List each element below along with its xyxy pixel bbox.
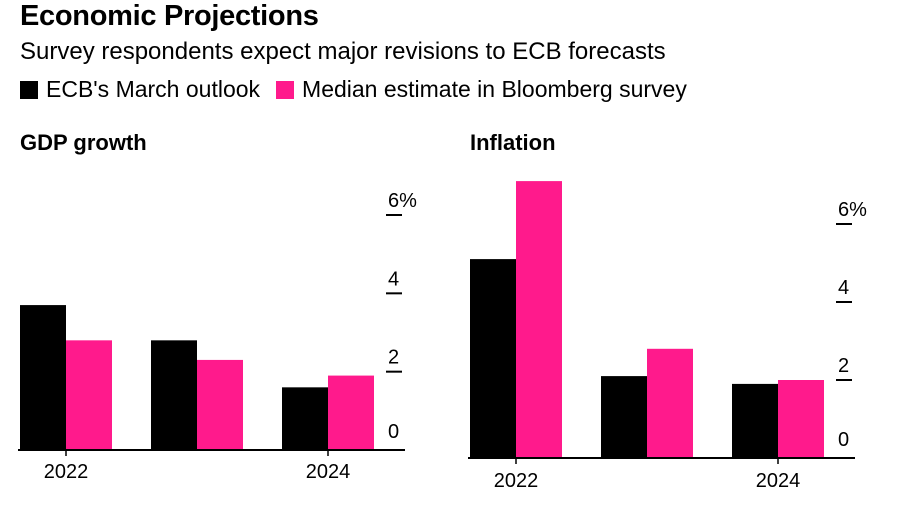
gdp-y-tick-label-2: 2 [388,347,399,369]
legend-item-survey: Median estimate in Bloomberg survey [276,76,687,103]
gdp-bar-2022-survey [66,340,112,450]
inflation-bar-2024-ecb [732,383,778,458]
inflation-bar-2023-survey [647,348,693,458]
gdp-y-tick-label-4: 4 [388,268,399,290]
legend-label-ecb: ECB's March outlook [46,76,261,102]
gdp-bar-2022-ecb [20,305,66,450]
gdp-bar-2024-ecb [282,387,328,450]
inflation-bar-2024-survey [778,380,824,458]
legend-item-ecb: ECB's March outlook [20,76,260,103]
gdp-bar-2023-ecb [151,340,197,450]
gdp-x-tick-label-2022: 2022 [44,461,89,483]
legend-label-survey: Median estimate in Bloomberg survey [302,76,687,102]
inflation-x-tick-label-2022: 2022 [494,470,539,492]
inflation-y-tick-label-2: 2 [838,355,849,377]
gdp-panel-title: GDP growth [20,130,147,155]
gdp-y-tick-label-6: 6% [388,190,417,212]
chart-title: Economic Projections [20,0,319,32]
legend-swatch-ecb [20,80,38,99]
inflation-bar-2022-ecb [470,259,516,458]
legend: ECB's March outlook Median estimate in B… [20,76,703,103]
chart-subtitle: Survey respondents expect major revision… [20,38,666,65]
gdp-bar-2024-survey [328,375,374,450]
legend-swatch-survey [276,80,295,99]
inflation-bar-2022-survey [516,181,562,458]
gdp-y-tick-label-0: 0 [388,421,399,443]
inflation-x-tick-label-2024: 2024 [756,470,801,492]
inflation-panel-title: Inflation [470,130,556,155]
inflation-bar-2023-ecb [601,376,647,458]
gdp-bar-2023-survey [197,359,243,450]
inflation-y-tick-label-4: 4 [838,277,849,299]
inflation-y-tick-label-6: 6% [838,199,867,221]
inflation-y-tick-label-0: 0 [838,429,849,451]
gdp-x-tick-label-2024: 2024 [306,461,351,483]
